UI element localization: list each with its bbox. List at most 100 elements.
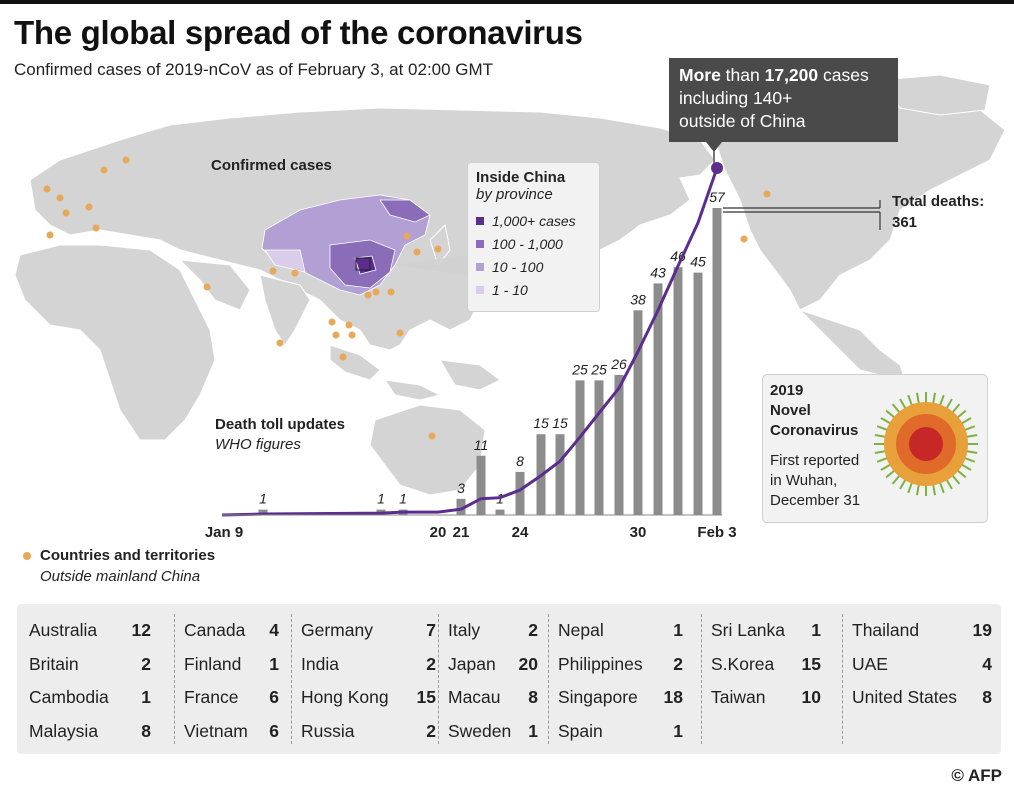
country-row: Australia 12	[29, 614, 151, 648]
country-name: France	[184, 687, 239, 708]
country-count: 1	[141, 687, 151, 708]
bar-value-label: 57	[709, 189, 726, 205]
death-toll-title: Death toll updates	[215, 416, 346, 433]
country-row: Japan 20	[448, 648, 538, 682]
country-count: 6	[269, 720, 279, 741]
bar-value-label: 15	[552, 415, 568, 431]
country-count: 1	[673, 720, 683, 741]
deaths-bracket	[723, 200, 881, 230]
virus-desc-line: in Wuhan,	[770, 472, 838, 489]
china-legend-item: 1,000+ cases	[476, 209, 591, 232]
legend-label-1-10: 1 - 10	[492, 281, 528, 298]
country-count: 2	[141, 653, 151, 674]
country-count: 8	[528, 687, 538, 708]
country-count: 1	[269, 653, 279, 674]
country-name: Italy	[448, 620, 481, 641]
country-name: United States	[852, 687, 958, 708]
country-name: Singapore	[558, 687, 638, 708]
callout-arrow	[706, 142, 722, 152]
country-row: Canada 4	[184, 614, 279, 648]
country-row: Philippines 2	[558, 648, 683, 682]
country-name: Britain	[29, 653, 79, 674]
chart-bar	[653, 283, 663, 515]
bar-value-label: 1	[399, 491, 407, 507]
country-row: Macau 8	[448, 681, 538, 715]
chart-bar	[258, 509, 268, 515]
callout-cases: cases	[818, 65, 869, 85]
chart-bar	[555, 434, 565, 515]
column-divider	[291, 614, 292, 744]
countries-column: Nepal 1 Philippines 2 Singapore 18 Spain 1	[558, 614, 683, 748]
country-row: Russia 2	[301, 715, 436, 749]
country-row: Finland 1	[184, 648, 279, 682]
death-toll-subtitle: WHO figures	[215, 436, 301, 453]
country-row: Germany 7	[301, 614, 436, 648]
country-count: 7	[426, 620, 436, 641]
country-dots	[23, 156, 771, 560]
country-name: Finland	[184, 653, 242, 674]
country-name: Cambodia	[29, 687, 109, 708]
swatch-1000plus	[476, 216, 484, 225]
swatch-1-10	[476, 285, 484, 294]
bar-value-label: 11	[474, 437, 489, 453]
legend-label-100-1000: 100 - 1,000	[492, 235, 563, 252]
chart-bar	[476, 455, 486, 515]
country-count: 4	[982, 653, 992, 674]
country-row: United States 8	[852, 681, 992, 715]
country-row: Italy 2	[448, 614, 538, 648]
top-rule	[0, 0, 1014, 4]
country-name: Thailand	[852, 620, 920, 641]
country-name: Vietnam	[184, 720, 248, 741]
bar-value-label: 1	[259, 491, 267, 507]
chart-bar	[456, 498, 466, 515]
country-row: Spain 1	[558, 715, 683, 749]
china-legend-title: Inside China	[476, 169, 566, 186]
line-end-point	[711, 162, 723, 174]
virus-info-box: 2019 Novel Coronavirus First reported in…	[762, 374, 988, 523]
country-count: 6	[269, 687, 279, 708]
callout-line2: including 140+	[679, 88, 793, 108]
bar-value-label: 26	[610, 356, 627, 372]
bar-value-label: 3	[457, 480, 465, 496]
country-row: S.Korea 15	[711, 648, 821, 682]
country-name: Sri Lanka	[711, 620, 785, 641]
china-legend-item: 10 - 100	[476, 255, 591, 278]
cumulative-deaths-line	[221, 167, 719, 517]
country-count: 1	[811, 620, 821, 641]
country-count: 1	[528, 720, 538, 741]
country-name: Philippines	[558, 653, 643, 674]
callout-more: More	[679, 65, 721, 85]
legend-label-10-100: 10 - 100	[492, 258, 544, 275]
bar-value-label: 45	[690, 254, 706, 270]
bar-value-label: 8	[516, 453, 524, 469]
column-divider	[701, 614, 702, 744]
chart-bar	[712, 208, 722, 515]
country-name: UAE	[852, 653, 888, 674]
legend-label-1000plus: 1,000+ cases	[492, 212, 576, 229]
country-count: 20	[518, 653, 538, 674]
china-map	[261, 194, 431, 296]
country-count: 2	[426, 720, 436, 741]
virus-desc-line: First reported	[770, 452, 860, 469]
countries-column: Australia 12 Britain 2 Cambodia 1 Malaysia 8	[29, 614, 151, 748]
country-name: Germany	[301, 620, 373, 641]
x-tick-label: 20	[430, 524, 447, 541]
total-deaths-value: 361	[892, 214, 918, 231]
callout-line3: outside of China	[679, 111, 806, 131]
country-row: Malaysia 8	[29, 715, 151, 749]
country-count: 15	[416, 687, 436, 708]
countries-column: Canada 4 Finland 1 France 6 Vietnam 6	[184, 614, 279, 748]
country-row: India 2	[301, 648, 436, 682]
chart-bar	[575, 380, 585, 515]
chart-bar	[495, 509, 505, 515]
country-row: Thailand 19	[852, 614, 992, 648]
virus-title-line: 2019	[770, 382, 804, 399]
column-divider	[842, 614, 843, 744]
virus-illustration	[874, 392, 978, 496]
country-name: Malaysia	[29, 720, 99, 741]
country-count: 15	[801, 653, 821, 674]
virus-title-line: Coronavirus	[770, 422, 859, 439]
bar-value-label: 25	[590, 361, 607, 377]
